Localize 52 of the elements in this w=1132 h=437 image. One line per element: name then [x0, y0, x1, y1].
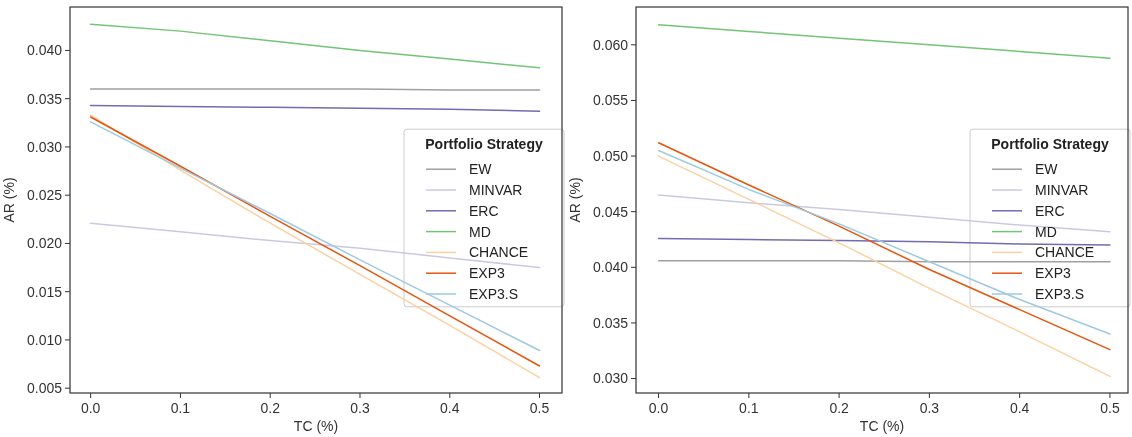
legend-label: MD: [1035, 223, 1057, 240]
legend-label: ERC: [469, 202, 499, 219]
y-tick-label: 0.040: [26, 42, 63, 59]
y-tick-label: 0.035: [592, 314, 629, 331]
y-tick-label: 0.030: [26, 138, 63, 155]
legend-label: MINVAR: [469, 181, 523, 198]
line-series: [89, 23, 541, 69]
y-tick-label: 0.025: [26, 187, 63, 204]
x-tick-label: 0.0: [648, 400, 669, 416]
y-tick-label: 0.045: [592, 203, 629, 220]
y-tick-label: 0.005: [26, 380, 63, 397]
y-tick-label: 0.010: [26, 331, 63, 348]
y-tick-label: 0.060: [592, 36, 629, 53]
legend-label: EXP3: [1035, 265, 1072, 282]
legend-label: EXP3.S: [469, 285, 519, 302]
y-tick-label: 0.055: [592, 92, 629, 109]
y-tick-label: 0.015: [26, 283, 63, 300]
legend-label: MD: [469, 223, 491, 240]
y-axis-title: AR (%): [1, 177, 17, 223]
y-axis-title: AR (%): [567, 177, 583, 223]
x-tick-label: 0.5: [529, 400, 550, 416]
legend-label: CHANCE: [469, 244, 529, 261]
y-tick-label: 0.040: [592, 259, 629, 276]
x-tick-label: 0.1: [739, 400, 759, 416]
y-tick-label: 0.030: [592, 370, 629, 387]
line-series: [657, 155, 1111, 378]
legend-label: EXP3.S: [1035, 285, 1085, 302]
y-tick-label: 0.050: [592, 147, 629, 164]
x-tick-label: 0.5: [1100, 400, 1120, 416]
x-tick-label: 0.0: [80, 400, 101, 416]
x-tick-label: 0.4: [1009, 400, 1030, 416]
legend-label: EW: [469, 161, 493, 178]
line-series: [657, 237, 1111, 246]
x-axis-title: TC (%): [293, 418, 339, 434]
legend-label: EW: [1035, 161, 1059, 178]
legend-label: EXP3: [469, 265, 506, 282]
legend-title: Portfolio Strategy: [425, 136, 543, 153]
legend-title: Portfolio Strategy: [991, 136, 1109, 153]
line-series: [89, 222, 541, 269]
y-tick-label: 0.020: [26, 235, 63, 252]
y-tick-label: 0.035: [26, 90, 63, 107]
x-tick-label: 0.2: [260, 400, 281, 416]
x-tick-label: 0.1: [170, 400, 191, 416]
x-tick-label: 0.2: [829, 400, 850, 416]
legend-label: MINVAR: [1035, 181, 1089, 198]
legend-label: ERC: [1035, 202, 1065, 219]
x-tick-label: 0.3: [350, 400, 370, 416]
legend-label: CHANCE: [1035, 244, 1095, 261]
line-series: [657, 24, 1111, 59]
x-axis-title: TC (%): [859, 418, 905, 434]
x-tick-label: 0.4: [440, 400, 460, 416]
x-tick-label: 0.3: [919, 400, 940, 416]
